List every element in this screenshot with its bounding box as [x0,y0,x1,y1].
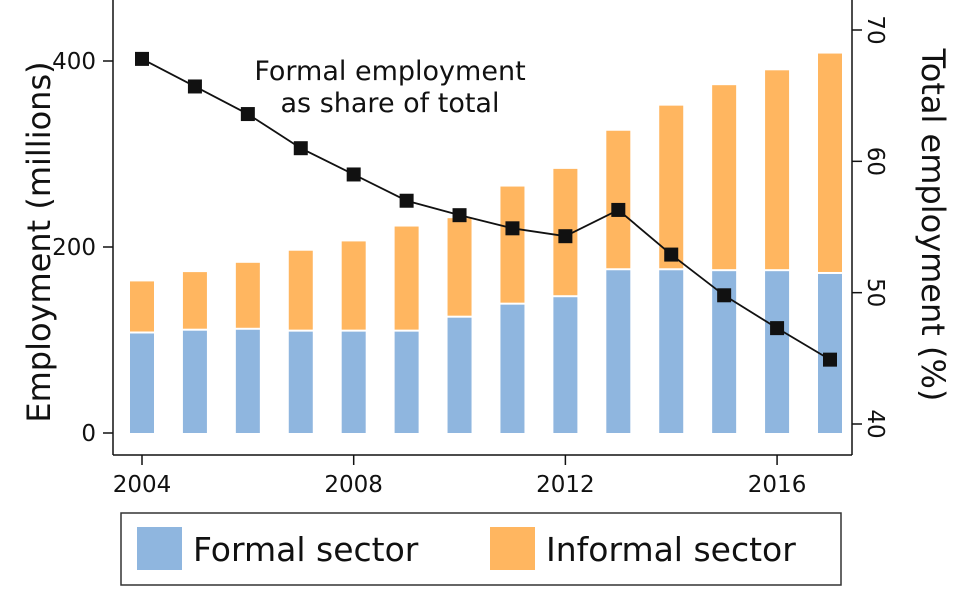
x-tick-label-2016: 2016 [748,472,807,498]
bar-informal-2009 [394,226,419,330]
share-marker-2016 [770,321,785,336]
share-marker-2005 [187,79,202,94]
right-ticks: 40 50 60 70 [852,15,888,439]
y2-tick-label-50: 50 [862,278,888,307]
plot-frame [112,0,853,456]
x-tick-label-2012: 2012 [536,472,595,498]
share-marker-2009 [399,193,414,208]
bar-informal-2014 [659,105,684,269]
y2-tick-label-60: 60 [862,147,888,176]
bar-informal-2011 [500,186,525,303]
bar-informal-2004 [130,281,154,332]
legend: Formal sector Informal sector [120,512,842,586]
y2-tick-label-40: 40 [862,409,888,438]
bar-formal-2008 [341,331,366,433]
y-tick-label-0: 0 [81,421,96,447]
left-ticks: 0 200 400 [52,49,113,447]
legend-label-informal: Informal sector [546,530,796,569]
bar-informal-2007 [288,250,313,330]
bar-formal-2013 [606,270,631,433]
annotation-line-1: Formal employment [254,56,525,87]
share-marker-2008 [346,167,361,182]
bar-formal-2010 [447,317,472,433]
bar-informal-2015 [712,85,737,270]
share-marker-2012 [558,229,573,244]
y2-axis-title: Total employment (%) [914,48,952,402]
bar-formal-2011 [500,304,525,433]
bar-formal-2005 [182,330,207,433]
bar-informal-2017 [818,53,842,272]
annotation-line-2: as share of total [281,88,500,119]
share-marker-2011 [505,221,520,236]
y2-tick-label-70: 70 [862,15,888,44]
bars-group [130,53,842,433]
share-marker-2013 [611,202,626,217]
bar-informal-2008 [341,241,366,330]
bar-formal-2012 [553,297,578,433]
y-axis-title: Employment (millions) [20,61,58,422]
share-marker-2007 [293,141,308,156]
x-ticks: 2004 2008 2012 2016 [113,455,807,498]
x-tick-label-2008: 2008 [324,472,383,498]
bar-formal-2009 [394,331,419,433]
bar-formal-2004 [130,333,154,433]
bar-informal-2013 [606,130,631,269]
y-tick-label-400: 400 [52,49,96,75]
legend-box [120,512,842,586]
legend-swatch-informal [490,527,535,570]
x-tick-label-2004: 2004 [113,472,172,498]
share-marker-2004 [135,51,149,66]
bar-formal-2007 [288,331,313,433]
bar-formal-2014 [659,270,684,433]
share-line [141,58,831,361]
bar-informal-2005 [182,272,207,329]
bar-informal-2016 [765,70,790,270]
share-marker-2014 [664,247,679,262]
bar-informal-2006 [235,262,260,328]
legend-label-formal: Formal sector [193,530,419,569]
y-tick-label-200: 200 [52,235,96,261]
legend-swatch-formal [137,527,182,570]
bar-formal-2016 [765,271,790,433]
share-line-group [135,51,837,367]
bar-informal-2010 [447,218,472,316]
share-marker-2017 [823,352,837,367]
share-marker-2010 [452,208,467,223]
share-marker-2006 [240,107,255,122]
bar-formal-2006 [235,329,260,433]
share-marker-2015 [717,288,732,303]
